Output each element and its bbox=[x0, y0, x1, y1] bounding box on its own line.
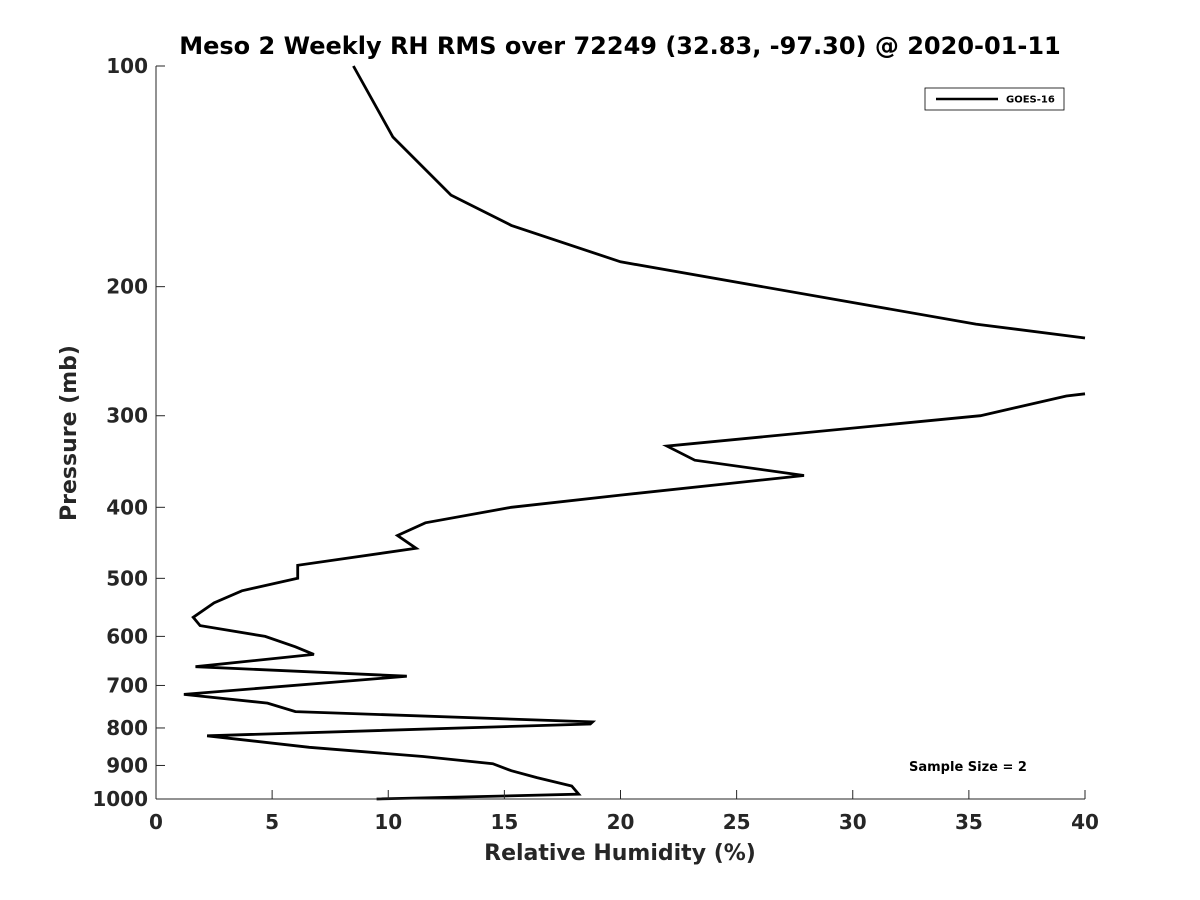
y-axis-ticks: 100 200 300 400 500 600 700 800 900 1000 bbox=[92, 54, 165, 811]
x-axis-ticks: 0 5 10 15 20 25 30 35 40 bbox=[149, 790, 1099, 834]
x-tick-label: 25 bbox=[723, 810, 751, 834]
y-tick-label: 700 bbox=[106, 673, 148, 697]
y-tick-label: 100 bbox=[106, 54, 148, 78]
series-line-goes-16-lower bbox=[183, 392, 1086, 801]
x-tick-label: 40 bbox=[1071, 810, 1099, 834]
y-tick-label: 300 bbox=[106, 404, 148, 428]
y-tick-label: 500 bbox=[106, 566, 148, 590]
x-tick-label: 5 bbox=[265, 810, 279, 834]
series-line-goes-16-upper bbox=[352, 65, 1086, 340]
y-tick-label: 200 bbox=[106, 275, 148, 299]
x-tick-label: 20 bbox=[607, 810, 635, 834]
chart-title: Meso 2 Weekly RH RMS over 72249 (32.83, … bbox=[179, 32, 1061, 60]
x-tick-label: 30 bbox=[839, 810, 867, 834]
y-tick-label: 600 bbox=[106, 624, 148, 648]
x-tick-label: 35 bbox=[955, 810, 983, 834]
sample-size-annotation: Sample Size = 2 bbox=[909, 760, 1027, 775]
y-tick-label: 900 bbox=[106, 753, 148, 777]
x-tick-label: 15 bbox=[490, 810, 518, 834]
y-tick-label: 1000 bbox=[92, 787, 148, 811]
legend-label-goes-16: GOES-16 bbox=[1006, 95, 1055, 106]
y-axis-label: Pressure (mb) bbox=[57, 345, 82, 521]
y-tick-label: 400 bbox=[106, 495, 148, 519]
plot-lines bbox=[183, 65, 1086, 801]
legend: GOES-16 bbox=[924, 87, 1065, 111]
x-tick-label: 10 bbox=[374, 810, 402, 834]
x-tick-label: 0 bbox=[149, 810, 163, 834]
x-axis-label: Relative Humidity (%) bbox=[484, 841, 756, 866]
y-tick-label: 800 bbox=[106, 716, 148, 740]
